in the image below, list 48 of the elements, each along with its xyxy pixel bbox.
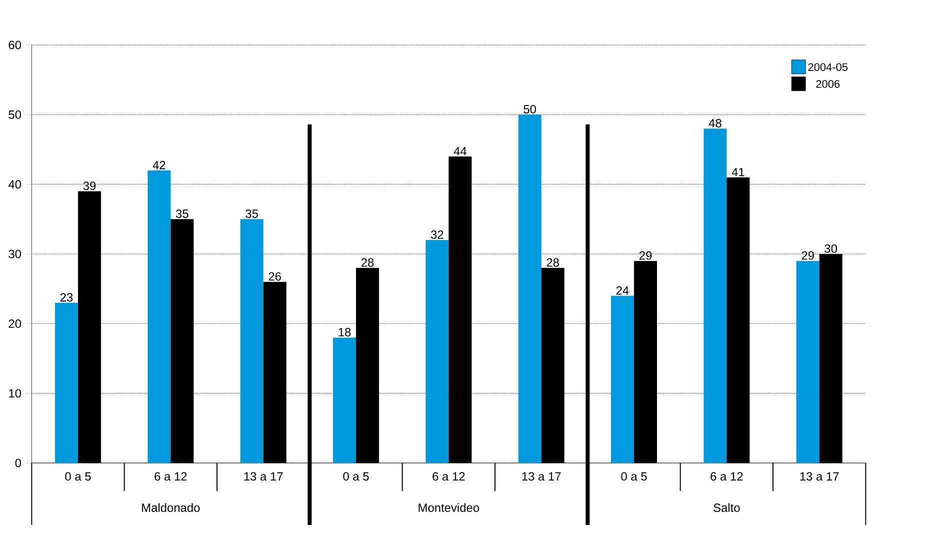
y-tick-label: 30 (8, 250, 22, 258)
x-tick-label: 13 a 17 (800, 472, 839, 481)
data-label: 23 (60, 293, 73, 302)
data-label: 44 (454, 147, 466, 156)
data-label: 35 (176, 209, 188, 218)
bar (55, 302, 78, 463)
bar (611, 296, 634, 463)
x-tick-label: 0 a 5 (343, 472, 369, 481)
data-label: 48 (708, 118, 722, 128)
y-tick-label: 40 (8, 180, 22, 189)
data-label: 29 (802, 251, 814, 260)
x-tick-label: 6 a 12 (154, 472, 187, 481)
x-tick-label: 0 a 5 (65, 472, 91, 481)
y-tick-label: 0 (15, 458, 22, 468)
data-label: 41 (732, 168, 744, 176)
bar (518, 114, 542, 463)
data-label: 39 (83, 182, 96, 190)
data-label: 28 (546, 258, 559, 267)
data-label: 32 (430, 230, 444, 239)
y-tick-label: 50 (8, 110, 22, 119)
data-label: 50 (524, 104, 536, 114)
x-tick-label: 6 a 12 (710, 472, 743, 481)
bar (148, 170, 171, 463)
data-label: 29 (639, 251, 652, 260)
x-tick-label: 13 a 17 (522, 472, 561, 481)
bar (796, 260, 820, 463)
x-tick-label: 13 a 17 (244, 472, 283, 481)
data-label: 42 (152, 160, 166, 170)
data-label: 24 (616, 286, 629, 295)
bar (426, 240, 449, 463)
bar (704, 128, 727, 463)
y-tick-label: 20 (8, 319, 22, 328)
text: Maldonado (142, 503, 200, 512)
y-tick-label: 60 (8, 40, 22, 50)
data-label: 30 (824, 244, 838, 253)
x-tick-label: 6 a 12 (432, 472, 465, 481)
bar (240, 219, 264, 463)
x-tick-label: 0 a 5 (621, 472, 647, 481)
data-label: 18 (338, 328, 351, 336)
bar (333, 338, 356, 463)
text: Salto (714, 503, 740, 512)
legend-label: 2006 (816, 80, 840, 88)
text: Montevideo (418, 503, 480, 512)
data-label: 35 (246, 209, 258, 218)
legend-label: 2004-05 (808, 63, 848, 71)
data-label: 26 (268, 272, 281, 281)
data-label: 28 (361, 258, 374, 267)
y-tick-label: 10 (9, 389, 22, 398)
